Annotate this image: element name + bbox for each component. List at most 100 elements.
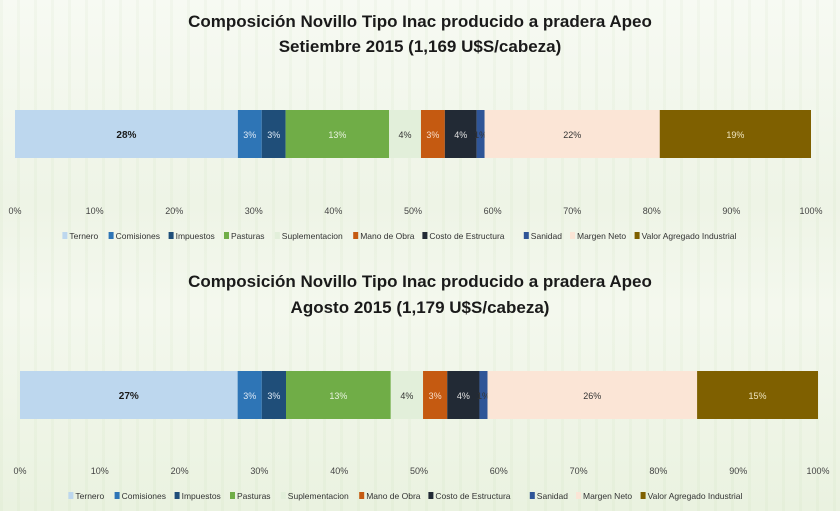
legend-entry: Impuestos [176,231,215,241]
bar-segment-pasturas [286,371,391,419]
bar-segment-mano-de-obra [420,110,445,158]
legend-swatch [422,232,428,239]
data-label: 3% [267,130,280,140]
data-label: 26% [583,391,601,401]
data-label: 1% [477,391,490,401]
data-label: 3% [426,130,439,140]
bar-segment-impuestos [261,110,286,158]
x-tick-label: 50% [410,466,428,476]
bar-segment-costo-de-estructura [444,110,477,158]
legend-entry: Valor Agregado Industrial [648,491,743,501]
x-tick-label: 90% [729,466,747,476]
x-tick-label: 80% [643,206,661,216]
x-tick-label: 0% [8,206,21,216]
legend-entry: Suplementacion [288,491,349,501]
data-label: 15% [749,391,767,401]
data-label: 27% [119,391,139,402]
data-label: 1% [474,130,487,140]
bar-segment-sanidad [476,110,485,158]
x-tick-label: 0% [13,466,26,476]
chart-2-title: Composición Novillo Tipo Inac producido … [188,272,652,291]
legend-swatch [640,492,646,499]
bar-segment-comisiones [237,110,262,158]
legend-entry: Pasturas [237,491,271,501]
bar-segment-ternero [20,371,238,419]
x-tick-label: 90% [722,206,740,216]
data-label: 4% [399,130,412,140]
bar-segment-suplementacion [390,371,424,419]
legend-entry: Sanidad [531,231,562,241]
legend-entry: Margen Neto [583,491,632,501]
x-tick-label: 20% [165,206,183,216]
legend-swatch [353,232,359,239]
data-label: 4% [454,130,467,140]
bar-segment-sanidad [479,371,488,419]
x-tick-label: 10% [86,206,104,216]
x-tick-label: 60% [484,206,502,216]
bar-segment-valor-agregado-industrial [659,110,811,158]
legend-entry: Costo de Estructura [429,231,504,241]
x-tick-label: 30% [245,206,263,216]
data-label: 4% [457,391,470,401]
legend-entry: Mano de Obra [360,231,415,241]
x-tick-label: 50% [404,206,422,216]
chart-2-subtitle: Agosto 2015 (1,179 U$S/cabeza) [290,298,550,317]
x-tick-label: 70% [563,206,581,216]
legend-entry: Ternero [69,231,98,241]
legend-swatch [634,232,640,239]
data-label: 19% [726,130,744,140]
x-tick-label: 20% [171,466,189,476]
data-label: 3% [429,391,442,401]
legend-swatch [570,232,575,239]
legend-swatch [168,232,174,239]
legend-entry: Comisiones [116,231,160,241]
legend-entry: Suplementacion [282,231,343,241]
legend-entry: Impuestos [182,491,221,501]
legend-swatch [523,232,529,239]
bar-segment-mano-de-obra [423,371,448,419]
legend-swatch [428,492,434,499]
data-label: 28% [116,130,136,141]
data-label: 3% [267,391,280,401]
legend-swatch [359,492,365,499]
x-tick-label: 80% [649,466,667,476]
legend-swatch [230,492,235,499]
legend-entry: Ternero [75,491,104,501]
x-tick-label: 40% [324,206,342,216]
x-tick-label: 10% [91,466,109,476]
bar-segment-pasturas [285,110,390,158]
legend-swatch [68,492,74,499]
bar-segment-comisiones [237,371,262,419]
bar-segment-margen-neto [484,110,660,158]
legend-swatch [114,492,120,499]
legend-swatch [174,492,180,499]
data-label: 13% [329,391,347,401]
legend-swatch [529,492,535,499]
legend-swatch [280,492,286,499]
legend-entry: Margen Neto [577,231,626,241]
legend-swatch [108,232,114,239]
data-label: 22% [563,130,581,140]
legend-swatch [224,232,229,239]
chart-1-title: Composición Novillo Tipo Inac producido … [188,12,652,31]
bar-segment-impuestos [261,371,286,419]
legend-swatch [576,492,581,499]
bar-segment-valor-agregado-industrial [697,371,818,419]
data-label: 3% [243,130,256,140]
x-tick-label: 30% [250,466,268,476]
data-label: 3% [243,391,256,401]
x-tick-label: 100% [806,466,829,476]
legend-entry: Pasturas [231,231,265,241]
legend-swatch [274,232,280,239]
x-tick-label: 100% [799,206,822,216]
legend-entry: Sanidad [537,491,568,501]
bar-segment-margen-neto [487,371,698,419]
x-tick-label: 60% [490,466,508,476]
legend-entry: Mano de Obra [366,491,421,501]
chart-1-subtitle: Setiembre 2015 (1,169 U$S/cabeza) [278,37,562,56]
legend-entry: Costo de Estructura [435,491,510,501]
data-label: 13% [328,130,346,140]
x-tick-label: 40% [330,466,348,476]
legend-entry: Comisiones [122,491,166,501]
